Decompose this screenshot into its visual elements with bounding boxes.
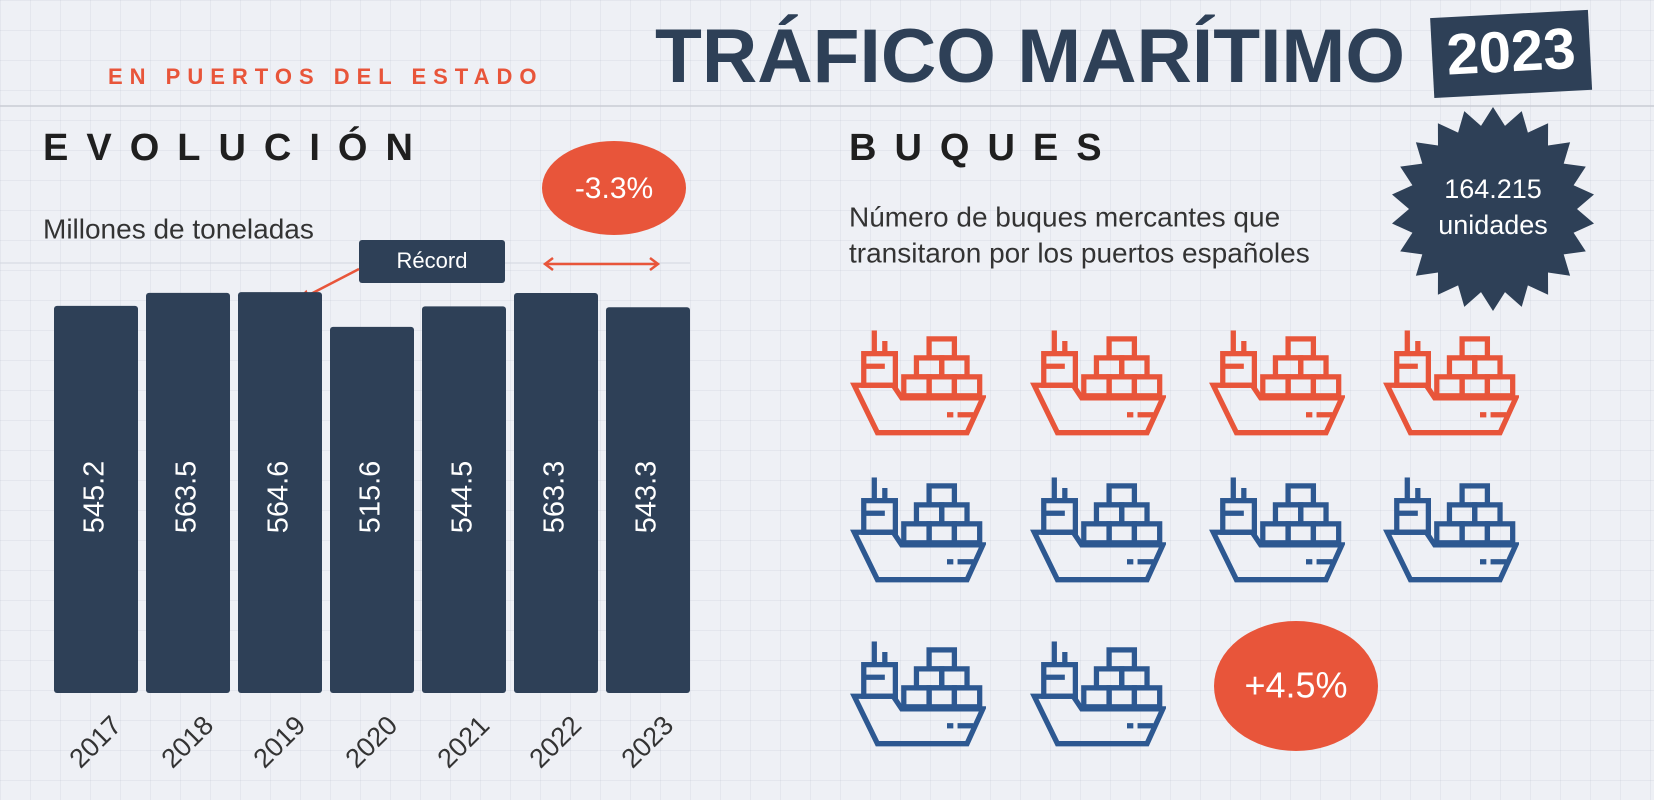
value-label: 543.3: [631, 461, 663, 534]
description-line: transitaron por los puertos españoles: [849, 237, 1310, 268]
x-tick-label: 2020: [340, 710, 404, 774]
bar: [146, 292, 230, 693]
header-title: TRÁFICO MARÍTIMO: [655, 14, 1405, 99]
change-label: -3.3%: [575, 172, 653, 205]
ship-icon: [854, 330, 983, 432]
value-label: 544.5: [447, 461, 479, 534]
bar: [330, 326, 414, 693]
bar: [514, 293, 598, 693]
header-subtitle: EN PUERTOS DEL ESTADO: [108, 64, 544, 89]
total-badge: [1392, 107, 1594, 311]
value-label: 515.6: [355, 461, 387, 534]
record-box: [359, 240, 505, 283]
ship-icon: [1213, 477, 1342, 579]
ship-icon: [1387, 330, 1516, 432]
change-badge: [542, 141, 686, 235]
value-label: 563.3: [539, 461, 571, 534]
bar: [54, 305, 138, 693]
bar: [606, 307, 690, 693]
chart-title: EVOLUCIÓN: [43, 125, 431, 169]
y-axis-label: Millones de toneladas: [43, 213, 314, 244]
description-line: Número de buques mercantes que: [849, 201, 1280, 232]
total-unit: unidades: [1438, 210, 1548, 240]
record-label: Récord: [397, 248, 468, 273]
total-value: 164.215: [1444, 174, 1542, 204]
x-tick-label: 2021: [432, 710, 496, 774]
year-badge: 2023: [1430, 9, 1593, 99]
value-label: 563.5: [171, 461, 203, 534]
ship-icon: [1387, 477, 1516, 579]
ship-icon: [1034, 477, 1163, 579]
bar: [238, 292, 322, 693]
ships-change-badge: [1214, 621, 1378, 751]
ship-icon: [1213, 330, 1342, 432]
x-tick-label: 2018: [156, 710, 220, 774]
ships-change-label: +4.5%: [1244, 665, 1347, 706]
x-tick-label: 2023: [616, 710, 680, 774]
x-tick-label: 2019: [248, 710, 312, 774]
ship-icon: [1034, 330, 1163, 432]
bar: [422, 306, 506, 693]
year-badge-bg: [1430, 9, 1593, 99]
ship-icon: [1034, 641, 1163, 743]
ship-icon: [854, 641, 983, 743]
ship-icons: [854, 330, 1516, 743]
section-title: BUQUES: [849, 127, 1120, 169]
change-arrow: [542, 257, 661, 271]
header-year: 2023: [1445, 16, 1577, 88]
value-label: 545.2: [79, 461, 111, 534]
x-tick-label: 2017: [64, 710, 128, 774]
ship-icon: [854, 477, 983, 579]
value-label: 564.6: [263, 461, 295, 534]
x-tick-label: 2022: [524, 710, 588, 774]
